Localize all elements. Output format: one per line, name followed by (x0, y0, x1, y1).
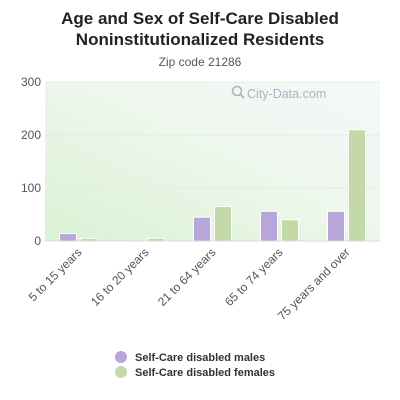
bar-males-0 (59, 233, 77, 242)
bar-females-4 (348, 129, 366, 242)
bars (59, 129, 366, 242)
watermark: City-Data.com (231, 85, 326, 101)
y-tick-label: 100 (21, 181, 41, 195)
y-tick-label: 300 (21, 75, 41, 89)
chart-title-line-1: Age and Sex of Self-Care Disabled (61, 9, 339, 28)
magnifier-icon (231, 85, 245, 99)
y-tick-label: 200 (21, 128, 41, 142)
legend-swatch (115, 351, 127, 363)
y-tick-label: 0 (34, 234, 41, 248)
x-category-label: 21 to 64 years (155, 245, 219, 309)
bar-males-2 (193, 216, 211, 242)
x-category-label: 16 to 20 years (88, 245, 152, 309)
bar-males-3 (260, 210, 278, 242)
watermark-text: City-Data.com (247, 87, 326, 101)
x-category-label: 5 to 15 years (26, 245, 85, 304)
legend-swatch (115, 366, 127, 378)
bar-females-3 (281, 219, 299, 242)
gridlines (45, 81, 380, 189)
x-axis-labels: 5 to 15 years 16 to 20 years 21 to 64 year… (26, 245, 353, 323)
x-category-label: 65 to 74 years (222, 245, 286, 309)
legend: Self-Care disabled males Self-Care disabl… (115, 351, 275, 379)
x-category-label: 75 years and over (275, 245, 353, 323)
legend-label: Self-Care disabled females (135, 367, 275, 379)
plot-area (45, 82, 380, 241)
chart-subtitle: Zip code 21286 (159, 55, 242, 69)
y-axis-ticks: 0 100 200 300 (21, 75, 41, 248)
bar-females-2 (214, 206, 232, 242)
legend-label: Self-Care disabled males (135, 352, 265, 364)
chart-title-line-2: Noninstitutionalized Residents (76, 30, 324, 49)
bar-males-4 (327, 210, 345, 242)
